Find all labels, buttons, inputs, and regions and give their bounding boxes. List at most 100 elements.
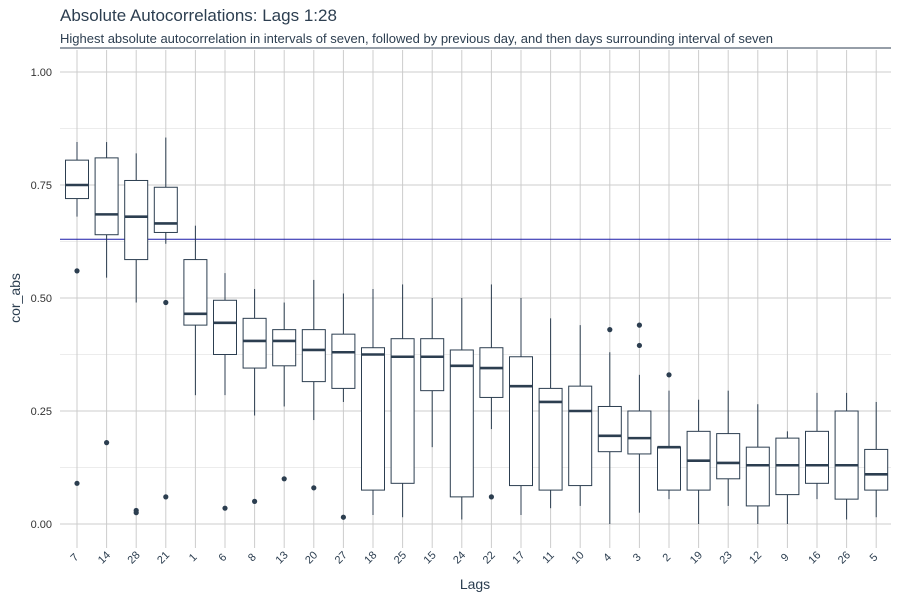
y-tick-label: 0.75 — [31, 180, 52, 192]
iqr-box — [242, 317, 267, 369]
box-9 — [775, 431, 800, 524]
iqr-box — [657, 446, 681, 491]
box-25 — [390, 284, 415, 518]
iqr-box — [272, 329, 297, 367]
outlier-point — [133, 510, 139, 516]
x-tick-label: 10 — [570, 549, 587, 566]
box-17 — [509, 298, 533, 515]
outlier-point — [163, 299, 169, 306]
iqr-box — [390, 338, 415, 484]
outlier-point — [74, 480, 80, 486]
outlier-point — [281, 476, 287, 482]
box-23 — [716, 390, 741, 506]
iqr-box — [213, 299, 237, 356]
box-2 — [657, 372, 681, 500]
x-tick-label: 24 — [451, 549, 468, 566]
x-tick-label: 4 — [601, 551, 614, 564]
x-tick-label: 5 — [868, 551, 881, 564]
iqr-box — [568, 385, 593, 487]
iqr-box — [864, 448, 889, 491]
x-tick-label: 15 — [422, 549, 439, 566]
iqr-box — [361, 347, 385, 491]
y-tick-label: 0.00 — [31, 519, 52, 531]
box-18 — [361, 288, 385, 515]
x-axis-title: Lags — [460, 576, 490, 592]
iqr-box — [627, 410, 652, 455]
box-24 — [449, 298, 474, 520]
box-3 — [627, 322, 652, 513]
box-8 — [242, 288, 267, 504]
x-tick-label: 22 — [481, 549, 498, 566]
outlier-point — [222, 505, 228, 511]
y-axis-title: cor_abs — [7, 273, 23, 323]
x-tick-label: 8 — [246, 551, 259, 564]
iqr-box — [745, 446, 770, 507]
iqr-box — [183, 259, 208, 326]
x-tick-label: 25 — [392, 549, 409, 566]
iqr-box — [834, 410, 859, 500]
outlier-point — [163, 494, 169, 500]
x-tick-label: 14 — [96, 549, 113, 566]
y-tick-label: 1.00 — [31, 67, 52, 79]
x-tick-label: 1 — [187, 551, 200, 564]
x-tick-label: 23 — [718, 549, 735, 566]
x-tick-label: 27 — [333, 549, 350, 566]
y-tick-labels: 0.00 0.25 0.50 0.75 1.00 — [31, 67, 52, 531]
outlier-point — [636, 342, 643, 349]
iqr-box — [716, 433, 741, 480]
iqr-box — [479, 347, 504, 398]
iqr-box — [420, 338, 445, 392]
outlier-point — [104, 440, 110, 446]
iqr-box — [509, 356, 533, 487]
x-tick-label: 2 — [660, 551, 673, 564]
box-21 — [153, 137, 178, 500]
x-tick-label: 9 — [779, 551, 792, 564]
x-tick-label: 7 — [68, 551, 81, 564]
box-15 — [420, 298, 445, 448]
box-16 — [805, 392, 829, 500]
box-6 — [213, 273, 237, 511]
x-tick-label: 3 — [631, 551, 644, 564]
iqr-box — [124, 179, 149, 261]
x-tick-label: 13 — [274, 549, 291, 566]
box-13 — [272, 302, 297, 482]
outlier-point — [488, 494, 494, 500]
iqr-box — [538, 387, 563, 491]
box-19 — [686, 399, 711, 524]
box-1 — [183, 225, 208, 396]
outlier-point — [74, 268, 80, 274]
iqr-box — [153, 186, 178, 233]
box-22 — [479, 284, 504, 500]
chart-subtitle: Highest absolute autocorrelation in inte… — [60, 31, 774, 46]
iqr-box — [301, 329, 326, 383]
x-tick-label: 17 — [510, 549, 527, 566]
x-tick-label: 6 — [216, 551, 229, 564]
chart-title: Absolute Autocorrelations: Lags 1:28 — [60, 6, 337, 25]
outlier-point — [311, 485, 317, 491]
box-12 — [745, 404, 770, 524]
outlier-point — [607, 327, 613, 333]
x-tick-label: 12 — [747, 549, 764, 566]
box-4 — [597, 327, 622, 524]
box-5 — [864, 401, 889, 518]
boxes-group — [65, 137, 889, 524]
x-tick-label: 11 — [540, 550, 557, 567]
box-20 — [301, 279, 326, 491]
outlier-point — [252, 498, 258, 504]
x-tick-label: 16 — [806, 549, 823, 566]
iqr-box — [449, 349, 474, 498]
x-tick-label: 28 — [126, 549, 143, 566]
box-11 — [538, 318, 563, 509]
iqr-box — [65, 159, 89, 200]
y-tick-label: 0.50 — [31, 293, 52, 305]
box-26 — [834, 392, 859, 520]
x-tick-label: 19 — [688, 549, 705, 566]
x-tick-label: 26 — [836, 549, 853, 566]
box-7 — [65, 142, 89, 486]
box-28 — [124, 153, 149, 516]
y-tick-label: 0.25 — [31, 406, 52, 418]
box-14 — [94, 142, 119, 446]
iqr-box — [805, 430, 829, 484]
x-tick-label: 18 — [362, 549, 379, 566]
